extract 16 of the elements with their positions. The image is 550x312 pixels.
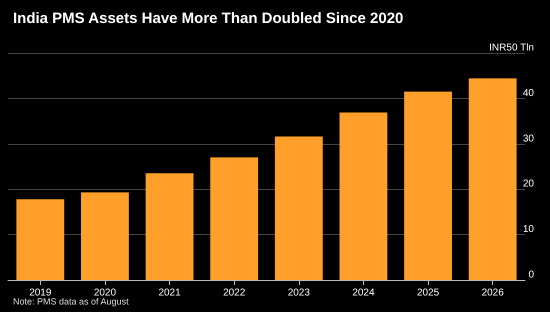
y-tick-label: 20 (522, 178, 534, 190)
x-tick-label: 2024 (352, 288, 375, 298)
x-tick-label: 2026 (482, 288, 504, 298)
y-tick-label: 30 (522, 133, 534, 144)
x-tick-label: 2020 (94, 288, 116, 298)
x-tick-label: 2019 (29, 288, 52, 298)
y-tick-label: 0 (528, 270, 534, 280)
x-tick-label: 2022 (223, 288, 246, 298)
text: Note: PMS data as of August (13, 296, 130, 306)
chart-title: India PMS Assets Have More Than Doubled Since 2020 (13, 10, 404, 27)
x-tick-label: 2025 (416, 288, 440, 298)
y-tick-label: 10 (522, 224, 534, 236)
x-tick-label: 2023 (288, 288, 310, 298)
y-tick-label: 40 (522, 88, 534, 99)
y-tick-label: INR50 Tln (489, 42, 534, 54)
x-tick-label: 2021 (158, 288, 182, 298)
